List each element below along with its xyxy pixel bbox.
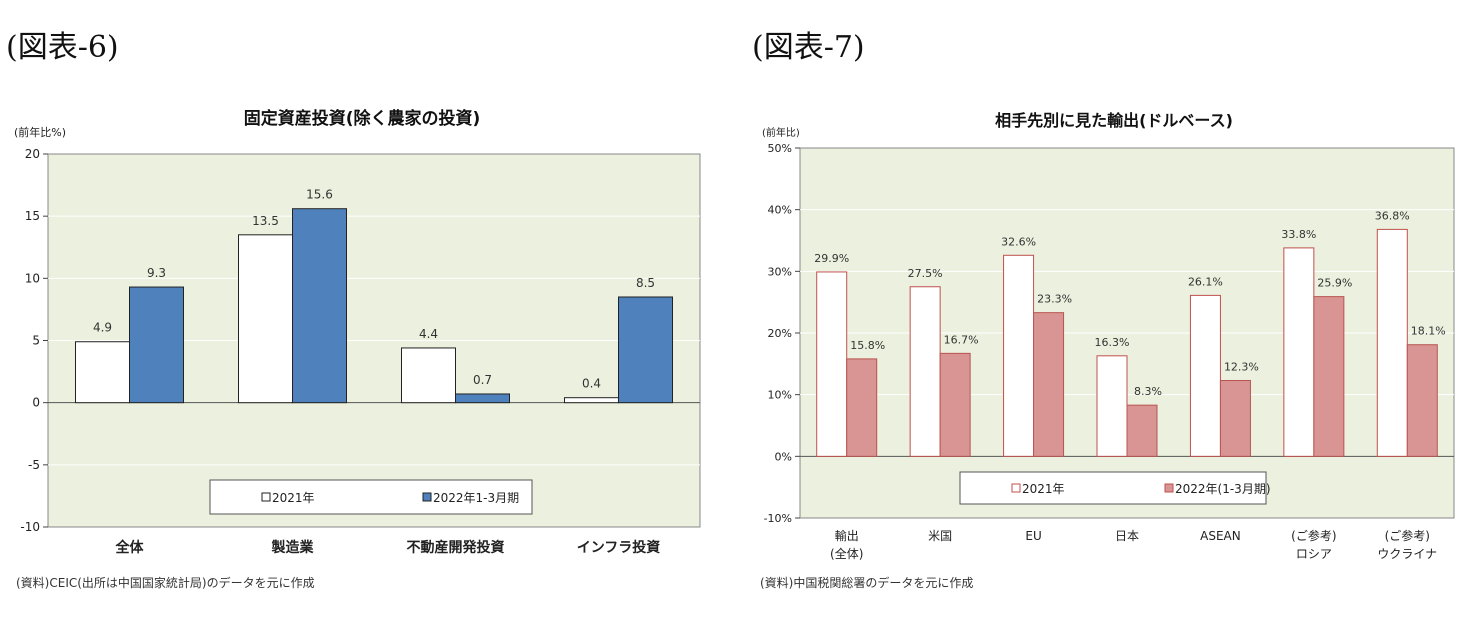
bar-series1 (1189, 294, 1221, 457)
bar-series1 (401, 347, 456, 404)
category-label: (ご参考) (1291, 528, 1336, 543)
data-label: 15.6 (306, 188, 333, 202)
data-label: 8.5 (636, 276, 655, 290)
y-tick-label: 20% (768, 327, 792, 340)
bar-series1 (1096, 355, 1128, 457)
y-tick-label: 0% (775, 450, 792, 463)
bar-series1 (1003, 254, 1035, 457)
category-label: 日本 (1115, 529, 1139, 543)
data-label: 16.7% (944, 333, 979, 346)
category-label: ロシア (1296, 547, 1332, 561)
data-label: 4.9 (93, 321, 112, 335)
legend-box (959, 471, 1267, 505)
figure-label-6: (図表-6) (6, 30, 119, 65)
y-tick-label: -10 (20, 520, 40, 534)
y-tick-label: 0 (32, 396, 40, 410)
bar-series1 (238, 234, 293, 404)
bar-series2 (1033, 312, 1065, 457)
data-label: 29.9% (814, 252, 849, 265)
y-tick-label: 40% (768, 204, 792, 217)
bar-series1 (909, 286, 941, 457)
bar-series1 (1283, 247, 1315, 457)
bar-series2 (129, 286, 184, 404)
category-label: ウクライナ (1377, 547, 1437, 561)
y-tick-label: 10% (768, 389, 792, 402)
y-tick-label: -10% (764, 512, 792, 525)
bar-series1 (1376, 228, 1408, 457)
category-label: EU (1025, 529, 1041, 543)
y-tick-label: -5 (28, 458, 40, 472)
bar-series2 (1219, 379, 1251, 457)
category-label: (ご参考) (1385, 528, 1430, 543)
category-label: 米国 (928, 529, 952, 543)
category-label: 製造業 (271, 539, 315, 556)
category-label: インフラ投資 (577, 539, 661, 556)
data-label: 8.3% (1134, 385, 1162, 398)
data-label: 9.3 (147, 266, 166, 280)
chart-source-note: (資料)CEIC(出所は中国国家統計局)のデータを元に作成 (16, 576, 315, 590)
legend-swatch (422, 492, 432, 502)
data-label: 25.9% (1317, 277, 1352, 290)
bar-series2 (1313, 296, 1345, 457)
bar-series2 (1406, 344, 1438, 457)
y-tick-label: 10 (25, 271, 40, 285)
legend-swatch (261, 492, 271, 502)
y-tick-label: 30% (768, 265, 792, 278)
y-tick-label: 5 (32, 334, 40, 348)
bar-series2 (939, 352, 971, 457)
bar-series2 (618, 296, 673, 404)
bar-series2 (455, 393, 510, 404)
data-label: 26.1% (1188, 275, 1223, 288)
y-tick-label: 20 (25, 147, 40, 161)
data-label: 16.3% (1095, 336, 1130, 349)
data-label: 12.3% (1224, 360, 1259, 373)
chart-panel-fixed-asset-investment: 固定資産投資(除く農家の投資) (前年比%) 20 15 10 5 0 -5 -10 4.9 9.3… (0, 100, 720, 600)
data-label: 0.7 (473, 373, 492, 387)
data-label: 27.5% (908, 267, 943, 280)
data-label: 32.6% (1001, 235, 1036, 248)
category-label: (全体) (830, 546, 863, 561)
bar-series2 (846, 358, 878, 457)
chart-exports-by-destination: 相手先別に見た輸出(ドルベース) (前年比) 50% 40% 30% 20% 10% 0% -1… (762, 111, 1455, 561)
data-label: 0.4 (582, 377, 601, 391)
category-label: ASEAN (1200, 529, 1241, 543)
chart-fixed-asset-investment: 固定資産投資(除く農家の投資) (前年比%) 20 15 10 5 0 -5 -10 4.9 9.3… (14, 108, 701, 556)
data-label: 33.8% (1281, 228, 1316, 241)
category-label: 全体 (115, 539, 145, 556)
chart-panel-exports-by-destination: 相手先別に見た輸出(ドルベース) (前年比) 50% 40% 30% 20% 10% 0% -1… (752, 100, 1460, 600)
bar-series1 (75, 341, 130, 404)
chart-title: 相手先別に見た輸出(ドルベース) (995, 111, 1233, 130)
data-label: 15.8% (850, 339, 885, 352)
category-label: 不動産開発投資 (407, 539, 505, 556)
data-label: 13.5 (252, 214, 279, 228)
data-label: 23.3% (1037, 293, 1072, 306)
bar-series2 (1126, 404, 1158, 457)
data-label: 18.1% (1411, 325, 1446, 338)
legend-label: 2021年 (272, 491, 315, 505)
legend-swatch (1164, 483, 1174, 493)
bar-series1 (816, 271, 848, 457)
legend-label: 2021年 (1022, 482, 1065, 496)
data-label: 4.4 (419, 327, 438, 341)
bar-series1 (564, 397, 619, 404)
legend-label: 2022年(1-3月期) (1175, 482, 1271, 496)
y-axis-unit-label: (前年比%) (14, 125, 66, 139)
legend-swatch (1011, 483, 1021, 493)
y-axis-unit-label: (前年比) (762, 126, 800, 139)
data-label: 36.8% (1375, 209, 1410, 222)
chart-title: 固定資産投資(除く農家の投資) (244, 108, 481, 129)
bar-series2 (292, 208, 347, 404)
y-tick-label: 50% (768, 142, 792, 155)
figure-label-7: (図表-7) (752, 30, 865, 65)
y-tick-label: 15 (25, 209, 40, 223)
chart-source-note: (資料)中国税関総署のデータを元に作成 (760, 576, 974, 590)
category-label: 輸出 (835, 528, 859, 543)
legend-label: 2022年1-3月期 (433, 491, 519, 505)
